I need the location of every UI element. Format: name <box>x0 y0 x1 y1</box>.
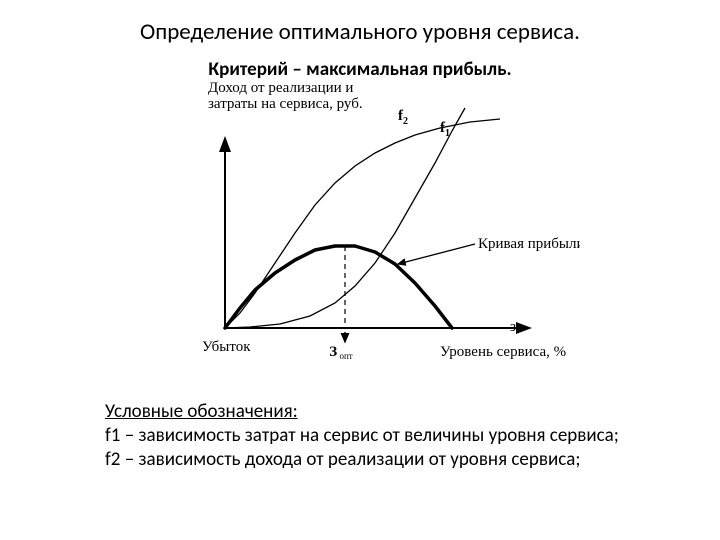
label-x-opt: З опт <box>329 344 352 361</box>
legend-block: Условные обозначения: f1 – зависимость з… <box>105 400 635 471</box>
label-f2: f2 <box>398 108 408 127</box>
service-level-chart: Доход от реализации изатраты на сервиса,… <box>140 78 580 378</box>
y-axis-label-2: затраты на сервиса, руб. <box>208 96 363 112</box>
legend-line-1: f1 – зависимость затрат на сервис от вел… <box>105 424 619 447</box>
x-axis-letter: з <box>510 319 516 335</box>
label-loss: Убыток <box>202 339 251 355</box>
label-profit-curve: Кривая прибыли <box>478 236 580 252</box>
x-axis-label: Уровень сервиса, % <box>440 344 566 360</box>
legend-header: Условные обозначения: <box>105 400 298 423</box>
label-f1: f1 <box>440 120 450 139</box>
y-axis-label: Доход от реализации и <box>208 80 353 96</box>
legend-line-2: f2 – зависимость дохода от реализации от… <box>105 448 580 471</box>
curve-f2 <box>225 119 500 328</box>
profit-pointer-icon <box>398 244 475 264</box>
page-title: Определение оптимального уровня сервиса. <box>0 18 720 46</box>
